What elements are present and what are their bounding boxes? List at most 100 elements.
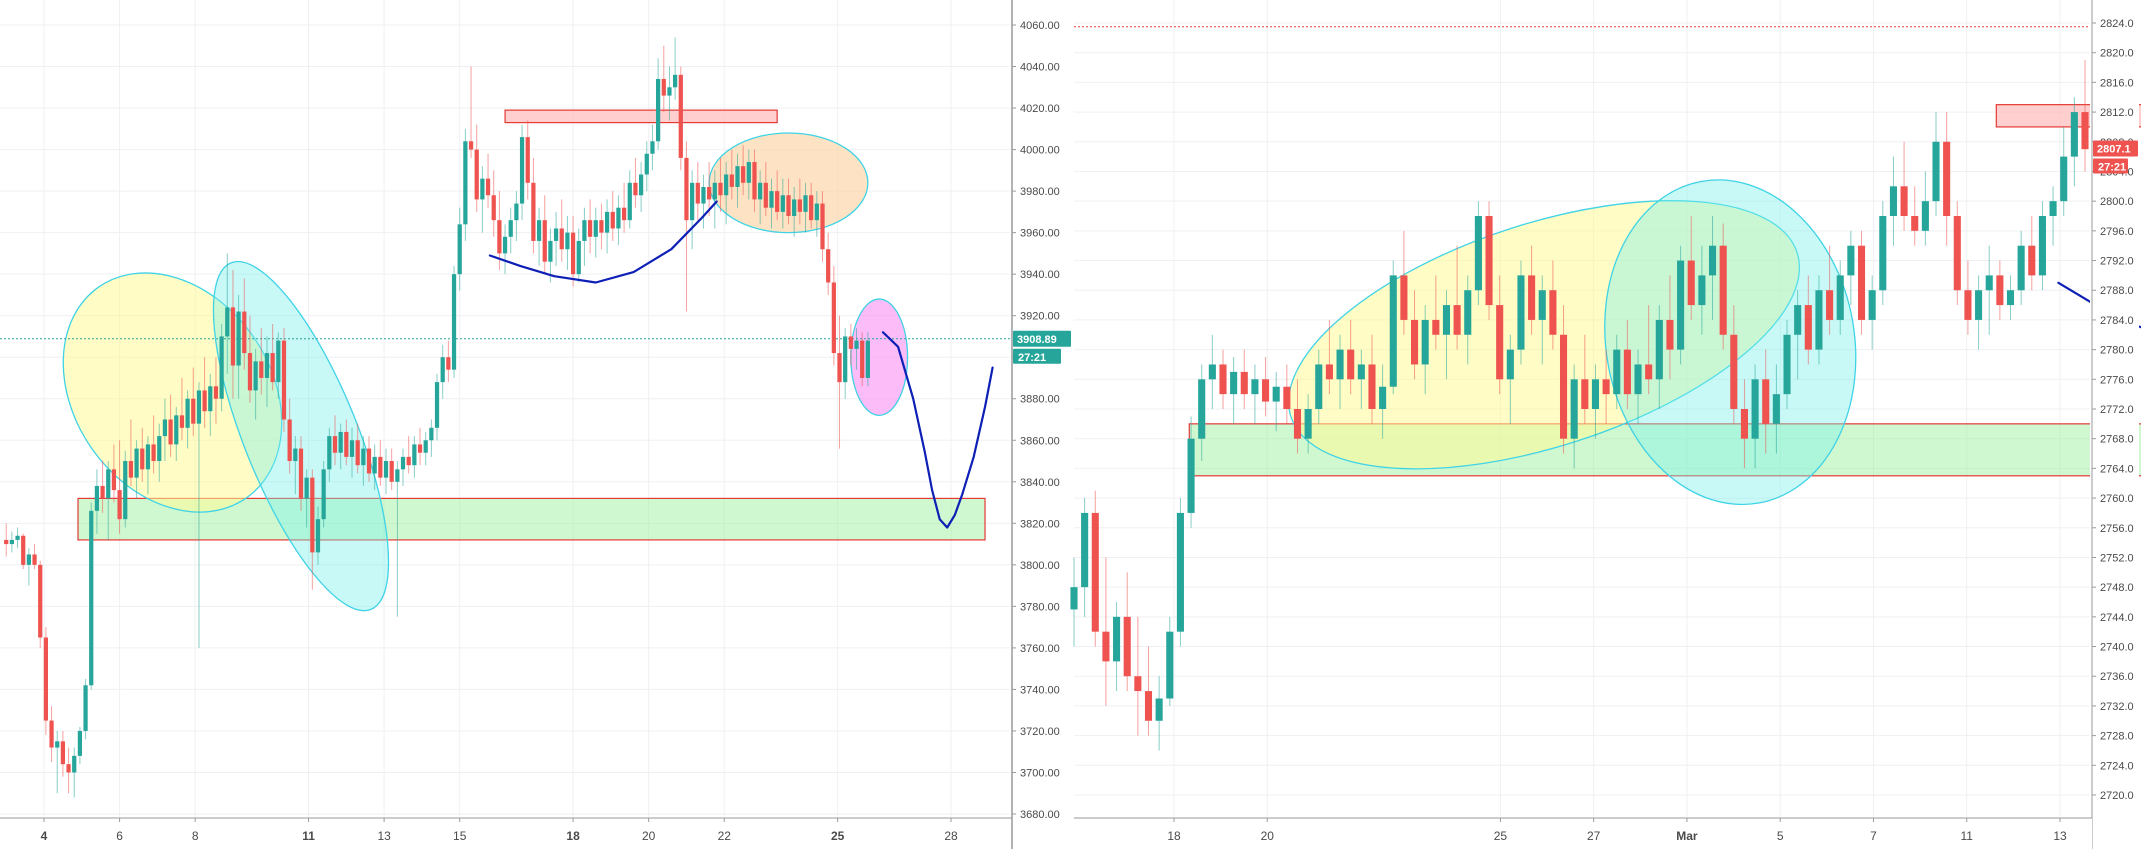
candle-body <box>741 166 746 183</box>
price-axis-label: 3920.00 <box>1020 311 1060 323</box>
candle-body <box>349 440 355 457</box>
candle-body <box>1613 349 1621 395</box>
price-axis-label: 2796.0 <box>2100 226 2134 238</box>
candle-body <box>502 236 508 254</box>
price-axis-label: 3800.00 <box>1020 560 1060 572</box>
last-price-tag-label: 2807.1 <box>2097 143 2131 155</box>
candle-body <box>1655 319 1663 380</box>
price-axis-label: 2824.0 <box>2100 18 2134 30</box>
price-axis-label: 3780.00 <box>1020 601 1060 613</box>
yellow-highlight-ellipse <box>1288 200 1801 470</box>
price-axis-label: 2736.0 <box>2100 671 2134 683</box>
price-axis-label: 2812.0 <box>2100 107 2134 119</box>
candle-body <box>123 461 128 520</box>
candle-body <box>1911 216 1919 231</box>
candle-body <box>298 448 304 499</box>
candle-body <box>1113 616 1121 662</box>
candle-body <box>2028 245 2036 276</box>
candle-body <box>361 448 366 466</box>
candle-body <box>111 469 117 491</box>
candle-body <box>1389 275 1397 387</box>
support-zone <box>77 497 986 541</box>
candle-body <box>1421 319 1429 365</box>
candle-body <box>1570 379 1578 439</box>
candle-body <box>1453 305 1461 335</box>
price-axis-label: 2732.0 <box>2100 701 2134 713</box>
candle-body <box>49 720 54 748</box>
time-axis-label: 11 <box>1961 829 1974 843</box>
candle-body <box>1772 394 1780 424</box>
candle-body <box>83 685 88 731</box>
candle-body <box>9 539 14 545</box>
candle-body <box>1868 290 1876 320</box>
candle-body <box>1634 364 1642 395</box>
candle-body <box>276 340 281 383</box>
candle-body <box>72 755 77 773</box>
price-axis-label: 2820.0 <box>2100 48 2134 60</box>
price-axis-label: 3860.00 <box>1020 435 1060 447</box>
candle-body <box>678 74 683 158</box>
projection-curve-line <box>881 331 994 529</box>
candle-body <box>2081 112 2089 150</box>
candle-body <box>491 195 496 221</box>
candle-body <box>718 182 723 196</box>
candle-body <box>814 203 819 221</box>
candle-body <box>1187 438 1195 513</box>
candle-body <box>610 211 615 229</box>
price-axis-label: 3740.00 <box>1020 684 1060 696</box>
candle-body <box>775 191 780 212</box>
candle-body <box>38 564 43 638</box>
candle-body <box>587 220 593 237</box>
price-axis-label: 3700.00 <box>1020 767 1060 779</box>
candle-body <box>213 386 219 399</box>
candle-body <box>559 228 564 250</box>
candle-body <box>2070 112 2078 157</box>
candle-body <box>338 431 343 453</box>
candle-body <box>89 510 94 686</box>
candle-body <box>1740 409 1748 439</box>
candle-body <box>843 336 848 383</box>
candle-body <box>434 382 440 428</box>
candle-body <box>429 427 434 441</box>
candle-body <box>1240 371 1248 395</box>
candle-body <box>106 469 111 499</box>
price-axis-label: 4000.00 <box>1020 145 1060 157</box>
price-axis-label: 3820.00 <box>1020 518 1060 530</box>
candle-body <box>2038 216 2046 276</box>
candle-body <box>1804 305 1812 350</box>
time-axis-label: 20 <box>1261 829 1275 843</box>
magenta-highlight-ellipse <box>850 298 909 416</box>
candle-body <box>1687 260 1695 306</box>
candle-body <box>1144 691 1153 721</box>
candle-body <box>1708 245 1717 276</box>
candle-body <box>287 419 292 462</box>
price-axis-label: 2752.0 <box>2100 552 2134 564</box>
candle-body <box>1677 260 1685 350</box>
candle-body <box>661 78 666 96</box>
candle-body <box>1432 319 1440 335</box>
candle-body <box>259 361 264 378</box>
candle-body <box>1506 349 1514 380</box>
candle-body <box>270 353 275 383</box>
candle-body <box>395 469 400 482</box>
candle-body <box>780 195 785 212</box>
candle-body <box>157 436 162 462</box>
candle-body <box>1496 305 1504 380</box>
candle-body <box>446 357 451 370</box>
candle-body <box>576 240 581 275</box>
candle-body <box>565 232 570 250</box>
candle-body <box>865 340 870 378</box>
candle-body <box>2006 290 2015 306</box>
candle-body <box>1304 409 1312 439</box>
candle-body <box>667 87 672 96</box>
candle-body <box>372 456 377 474</box>
time-axis-label: 7 <box>1870 829 1877 843</box>
candle-body <box>281 340 287 420</box>
candle-body <box>406 456 411 466</box>
price-axis-label: 2756.0 <box>2100 523 2134 535</box>
candle-body <box>1262 379 1270 402</box>
candle-body <box>1591 379 1600 409</box>
candle-body <box>1230 371 1238 395</box>
candle-body <box>474 149 479 200</box>
candle-body <box>43 637 49 721</box>
